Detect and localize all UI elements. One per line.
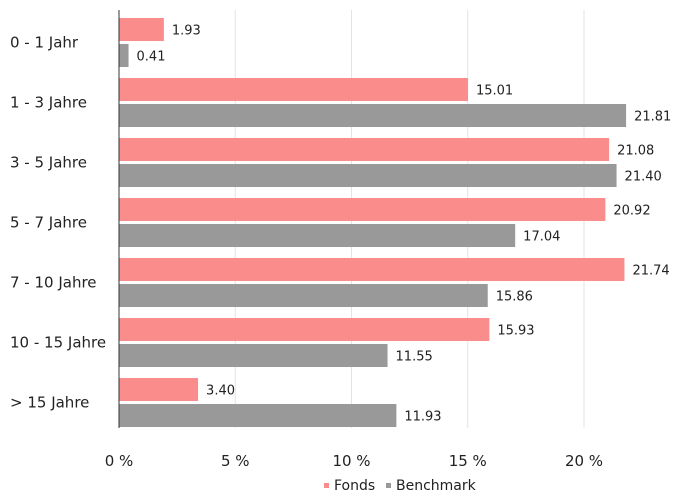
category-label: 5 - 7 Jahre: [10, 214, 87, 232]
bar-benchmark-3: [119, 224, 516, 247]
bar-fonds-5: [119, 318, 490, 341]
data-label-fonds: 3.40: [206, 384, 235, 399]
data-label-fonds: 1.93: [172, 24, 201, 39]
bar-benchmark-2: [119, 164, 617, 187]
data-label-benchmark: 15.86: [496, 290, 533, 305]
data-label-fonds: 20.92: [613, 204, 650, 219]
legend-label-benchmark: Benchmark: [396, 478, 477, 494]
data-label-benchmark: 0.41: [137, 50, 166, 65]
data-label-benchmark: 21.40: [625, 170, 662, 185]
legend: Fonds Benchmark: [324, 478, 477, 494]
x-tick-label: 0 %: [105, 452, 134, 470]
bar-fonds-1: [119, 78, 468, 101]
bar-benchmark-0: [119, 44, 129, 67]
bar-benchmark-1: [119, 104, 627, 127]
category-label: 3 - 5 Jahre: [10, 154, 87, 172]
category-label: 0 - 1 Jahr: [10, 34, 79, 52]
legend-swatch-fonds: [324, 483, 329, 488]
data-label-benchmark: 21.81: [634, 110, 671, 125]
x-tick-label: 10 %: [332, 452, 370, 470]
category-label: 1 - 3 Jahre: [10, 94, 87, 112]
data-label-fonds: 15.01: [476, 84, 513, 99]
data-label-benchmark: 11.55: [396, 350, 433, 365]
bar-fonds-3: [119, 198, 606, 221]
data-label-fonds: 21.74: [632, 264, 669, 279]
legend-label-fonds: Fonds: [334, 478, 375, 494]
legend-swatch-benchmark: [386, 483, 391, 488]
category-labels: 0 - 1 Jahr 1 - 3 Jahre 3 - 5 Jahre 5 - 7 Ja…: [10, 34, 106, 412]
category-label: 10 - 15 Jahre: [10, 334, 106, 352]
bar-benchmark-5: [119, 344, 388, 367]
bar-benchmark-6: [119, 404, 397, 427]
data-label-fonds: 21.08: [617, 144, 654, 159]
x-tick-label: 5 %: [221, 452, 250, 470]
bar-fonds-4: [119, 258, 625, 281]
data-label-fonds: 15.93: [497, 324, 534, 339]
x-tick-label: 20 %: [565, 452, 603, 470]
x-axis-tick-labels: 0 % 5 % 10 % 15 % 20 %: [105, 452, 603, 470]
data-labels: 1.93 0.41 15.01 21.81 21.08 21.40 20.92 17.04 21…: [137, 24, 672, 425]
bar-fonds-6: [119, 378, 199, 401]
category-label: 7 - 10 Jahre: [10, 274, 97, 292]
bar-fonds-0: [119, 18, 164, 41]
bars: [119, 18, 627, 427]
bar-benchmark-4: [119, 284, 488, 307]
data-label-benchmark: 11.93: [404, 410, 441, 425]
data-label-benchmark: 17.04: [523, 230, 560, 245]
category-label: > 15 Jahre: [10, 394, 89, 412]
bar-fonds-2: [119, 138, 610, 161]
x-tick-label: 15 %: [449, 452, 487, 470]
